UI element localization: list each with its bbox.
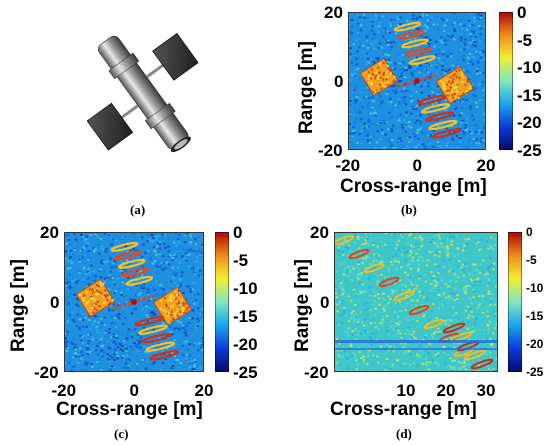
y-tick-label: 0 — [334, 72, 344, 91]
x-tick-label: -20 — [335, 156, 361, 175]
y-tick-label: -20 — [304, 363, 329, 382]
x-axis-label-c: Cross-range [m] — [56, 399, 203, 420]
colorbar-tick-label: -5 — [526, 253, 537, 267]
colorbar-tick-label: -5 — [233, 251, 249, 270]
x-tick-label: 0 — [412, 156, 422, 175]
y-tick-label: 20 — [40, 223, 59, 242]
colorbar-tick-label: -20 — [517, 113, 542, 133]
colorbar-tick-label: -10 — [517, 58, 542, 78]
caption-c: (c) — [114, 426, 129, 441]
colorbar-tick-label: -25 — [526, 365, 544, 379]
heatmap-background — [348, 12, 486, 150]
x-tick-label: 0 — [129, 381, 139, 400]
x-tick-label: 30 — [476, 381, 496, 400]
heatmap-frame — [334, 232, 498, 372]
x-axis-label-d: Cross-range [m] — [330, 399, 477, 420]
colorbar-tick-label: -15 — [517, 85, 542, 105]
colorbar-tick-label: -5 — [517, 30, 533, 50]
colorbar-tick-label: -10 — [526, 281, 544, 295]
caption-a: (a) — [130, 202, 146, 217]
x-tick-label: -20 — [51, 381, 77, 400]
x-tick-label: 20 — [476, 156, 496, 175]
x-tick-label: 20 — [194, 381, 214, 400]
colorbar-d — [508, 232, 522, 372]
colorbar-c — [215, 232, 229, 372]
colorbar-tick-label: -15 — [526, 309, 544, 323]
y-axis-label-d: Range [m] — [292, 259, 313, 352]
y-tick-label: 20 — [310, 223, 329, 242]
colorbar-gradient — [215, 232, 229, 372]
heatmap-d — [334, 232, 498, 372]
panel-a-satellite-model — [70, 20, 220, 170]
colorbar-tick-label: 0 — [517, 3, 527, 22]
y-tick-label: 0 — [320, 293, 330, 312]
x-axis-label-b: Cross-range [m] — [340, 176, 487, 197]
colorbar-tick-label: -25 — [517, 141, 542, 160]
y-tick-label: 20 — [324, 3, 343, 22]
caption-b: (b) — [401, 202, 417, 217]
x-tick-label: 20 — [436, 381, 456, 400]
satellite-illustration — [86, 32, 199, 153]
y-axis-label-c: Range [m] — [8, 259, 29, 352]
heatmap-b — [348, 12, 486, 150]
colorbar-tick-label: -15 — [233, 307, 258, 326]
heatmap-frame — [64, 232, 204, 372]
heatmap-c — [64, 232, 204, 372]
colorbar-tick-label: 0 — [526, 225, 533, 239]
colorbar-tick-label: -20 — [233, 335, 258, 354]
caption-d: (d) — [396, 426, 412, 441]
y-axis-label-b: Range [m] — [296, 41, 317, 134]
colorbar-tick-label: -10 — [233, 279, 258, 298]
y-tick-label: 0 — [50, 293, 60, 312]
colorbar-tick-label: -25 — [233, 363, 258, 382]
colorbar-gradient — [499, 12, 513, 150]
heatmap-frame — [348, 12, 486, 150]
x-tick-label: 10 — [396, 381, 416, 400]
colorbar-gradient — [508, 232, 522, 372]
colorbar-b — [499, 12, 513, 150]
heatmap-background — [334, 232, 498, 372]
heatmap-background — [64, 232, 204, 372]
colorbar-tick-label: 0 — [233, 223, 243, 242]
colorbar-tick-label: -20 — [526, 337, 544, 351]
y-tick-label: -20 — [34, 363, 59, 382]
y-tick-label: -20 — [318, 141, 343, 160]
